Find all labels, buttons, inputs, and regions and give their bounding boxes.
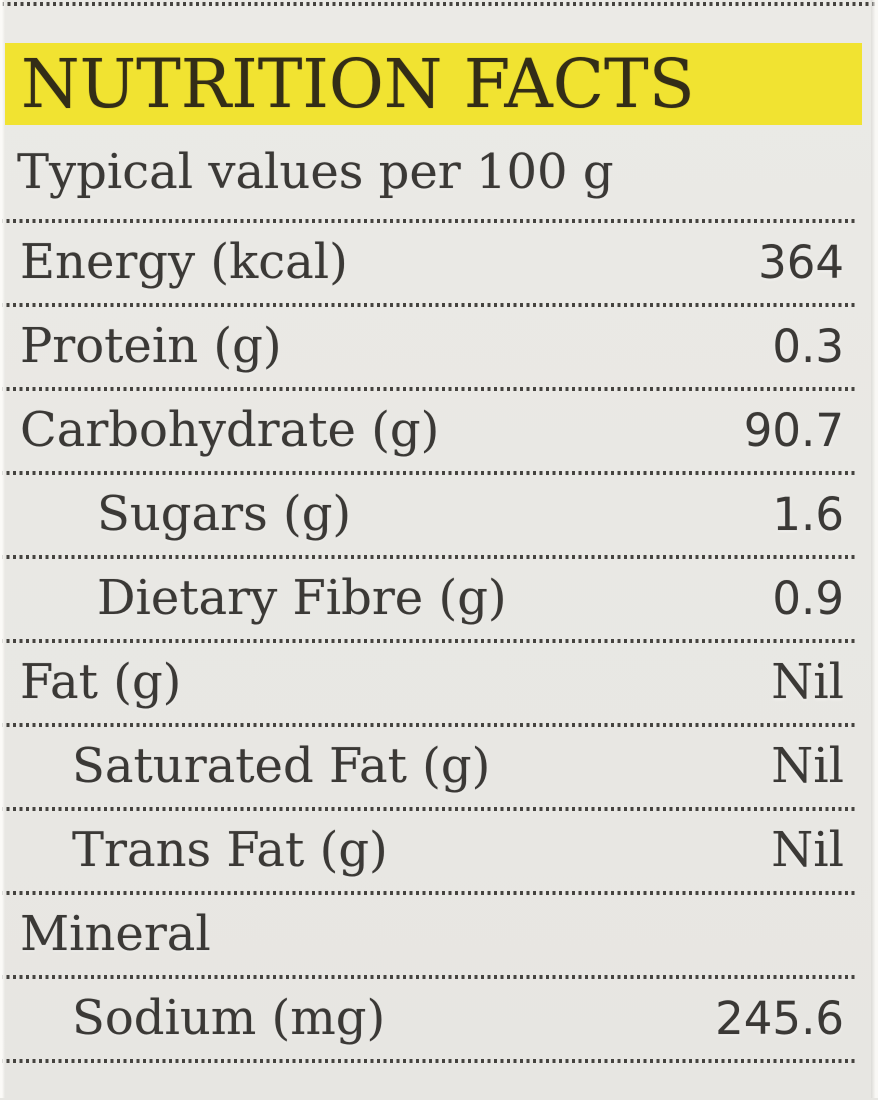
row-mineral: Mineral [0, 895, 878, 975]
row-label: Protein (g) [20, 307, 282, 385]
row-value: 0.9 [772, 560, 844, 638]
row-label: Sugars (g) [97, 475, 351, 553]
row-saturated-fat: Saturated Fat (g) Nil [0, 727, 878, 807]
page-title: NUTRITION FACTS [21, 45, 695, 123]
dotted-divider [0, 1059, 856, 1063]
row-label: Trans Fat (g) [72, 811, 388, 889]
row-label: Dietary Fibre (g) [97, 559, 507, 637]
row-value: 245.6 [715, 980, 844, 1058]
row-carbohydrate: Carbohydrate (g) 90.7 [0, 391, 878, 471]
row-sugars: Sugars (g) 1.6 [0, 475, 878, 555]
row-value: 0.3 [772, 308, 844, 386]
label-right-edge [871, 0, 878, 1098]
row-dietary-fibre: Dietary Fibre (g) 0.9 [0, 559, 878, 639]
row-value: Nil [771, 643, 844, 721]
row-energy: Energy (kcal) 364 [0, 223, 878, 303]
label-left-edge [0, 0, 5, 1098]
title-highlight-bar: NUTRITION FACTS [5, 43, 862, 125]
row-value: 364 [758, 224, 844, 302]
subtitle-row: Typical values per 100 g [0, 125, 878, 219]
row-sodium: Sodium (mg) 245.6 [0, 979, 878, 1059]
row-label: Carbohydrate (g) [20, 391, 439, 469]
row-value: 1.6 [772, 476, 844, 554]
row-label: Sodium (mg) [72, 979, 385, 1057]
row-label: Energy (kcal) [20, 223, 348, 301]
dotted-divider-top [1, 2, 875, 6]
row-value: 90.7 [744, 392, 844, 470]
row-label: Saturated Fat (g) [72, 727, 490, 805]
row-label: Mineral [20, 895, 211, 973]
row-value: Nil [771, 727, 844, 805]
row-value: Nil [771, 811, 844, 889]
row-fat: Fat (g) Nil [0, 643, 878, 723]
row-trans-fat: Trans Fat (g) Nil [0, 811, 878, 891]
serving-basis-text: Typical values per 100 g [17, 144, 614, 200]
row-protein: Protein (g) 0.3 [0, 307, 878, 387]
row-label: Fat (g) [20, 643, 181, 721]
